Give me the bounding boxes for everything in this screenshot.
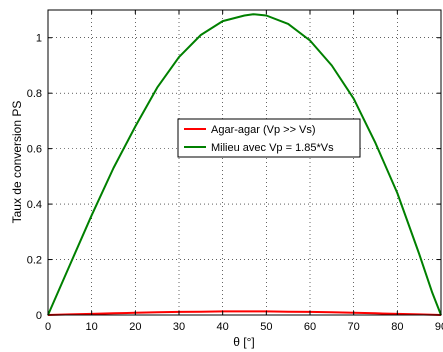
- series-layer: [47, 13, 442, 316]
- x-tick-label: 90: [435, 321, 443, 333]
- legend-label-milieu: Milieu avec Vp = 1.85*Vs: [211, 142, 334, 154]
- series-line-agar-agar: [47, 310, 442, 316]
- x-tick-label: 30: [173, 321, 185, 333]
- x-tick-label: 50: [260, 321, 272, 333]
- y-tick-label: 1: [36, 33, 42, 45]
- legend-label-agar-agar: Agar-agar (Vp >> Vs): [211, 124, 316, 136]
- y-tick-label: 0.2: [27, 255, 42, 267]
- x-axis-title: θ [°]: [233, 335, 254, 349]
- legend-box: [177, 118, 361, 158]
- x-tick-label: 80: [391, 321, 403, 333]
- x-tick-label: 20: [129, 321, 141, 333]
- tick-layer: 0 10 20 30 40 50 60 70 80 90 0 0.2 0.4 0.6 0.8 1: [27, 10, 443, 333]
- x-tick-label: 70: [348, 321, 360, 333]
- series-line-milieu: [47, 13, 442, 316]
- y-tick-label: 0.6: [27, 144, 42, 156]
- x-tick-label: 10: [86, 321, 98, 333]
- y-tick-label: 0: [36, 310, 42, 322]
- x-tick-label: 60: [304, 321, 316, 333]
- y-axis-title: Taux de conversion PS: [10, 101, 24, 224]
- y-tick-label: 0.4: [27, 199, 42, 211]
- x-tick-label: 0: [45, 321, 51, 333]
- plot-area: [48, 10, 441, 315]
- plot-frame: [47, 9, 442, 316]
- y-tick-label: 0.8: [27, 88, 42, 100]
- legend: Agar-agar (Vp >> Vs) Milieu avec Vp = 1.…: [177, 118, 361, 158]
- x-tick-label: 40: [217, 321, 229, 333]
